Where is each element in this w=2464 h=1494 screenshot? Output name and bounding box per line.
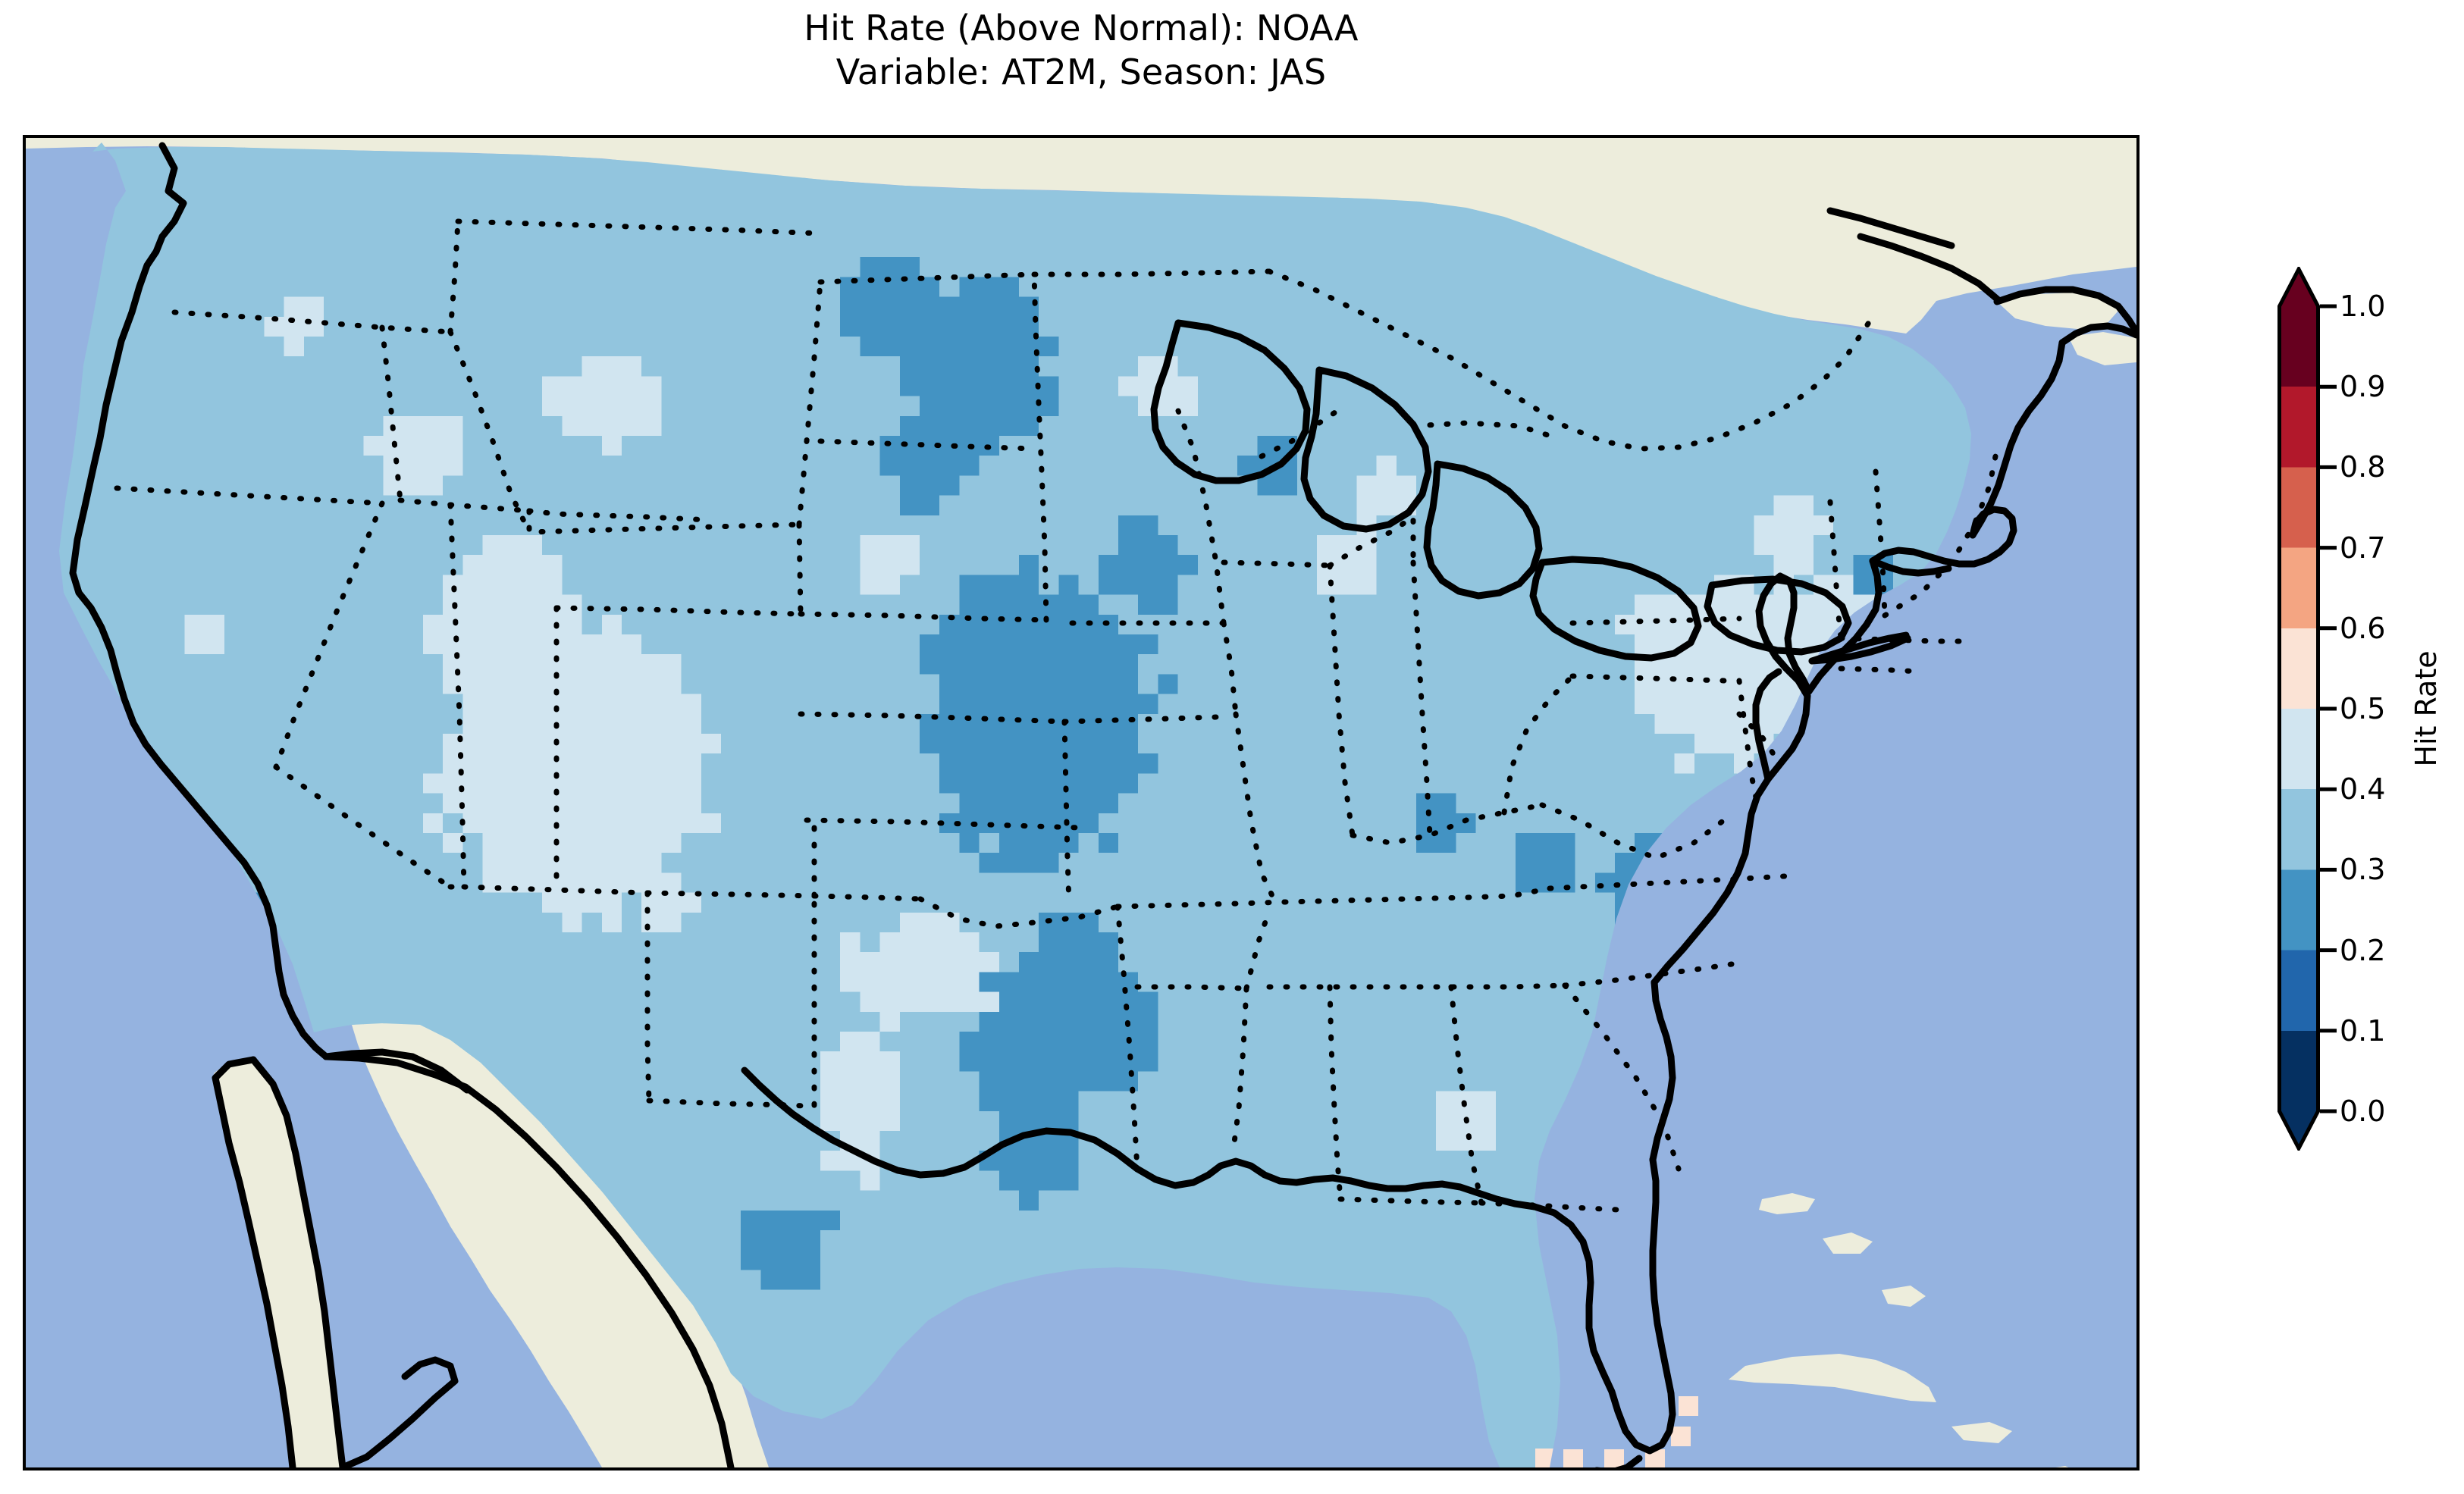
colorbar[interactable] (2277, 267, 2320, 1151)
title-line-1: Hit Rate (Above Normal): NOAA (804, 8, 1359, 49)
colorbar-tick-label: 0.1 (2340, 1013, 2386, 1048)
colorbar-gradient (2277, 267, 2320, 1151)
colorbar-tick-label: 0.4 (2340, 772, 2386, 807)
coastline-layer (69, 142, 2136, 1467)
colorbar-tick-label: 0.2 (2340, 933, 2386, 967)
colorbar-tick-label: 0.6 (2340, 611, 2386, 645)
colorbar-tick-label: 0.9 (2340, 370, 2386, 404)
colorbar-tick-label: 0.0 (2340, 1095, 2386, 1128)
map-plot (26, 138, 2136, 1467)
colorbar-tick-label: 0.3 (2340, 853, 2386, 887)
colorbar-tick-label: 0.5 (2340, 692, 2386, 725)
colorbar-axis-label: Hit Rate (2409, 650, 2443, 767)
colorbar-tick-labels: 0.0 0.1 0.2 0.3 0.4 0.5 0.6 0.7 0.8 0.9 1.0 (2340, 267, 2431, 1151)
title-line-2: Variable: AT2M, Season: JAS (835, 52, 1327, 92)
colorbar-ticks (2320, 267, 2343, 1151)
map-axes[interactable] (23, 135, 2140, 1471)
colorbar-tick-label: 1.0 (2340, 290, 2386, 323)
colorbar-tick-label: 0.7 (2340, 531, 2386, 565)
land-nodata-layer (26, 138, 2136, 1467)
page-title: Hit Rate (Above Normal): NOAA Variable: … (0, 6, 2162, 94)
colorbar-tick-label: 0.8 (2340, 450, 2386, 484)
florida-keys-cells (1563, 1396, 1699, 1467)
